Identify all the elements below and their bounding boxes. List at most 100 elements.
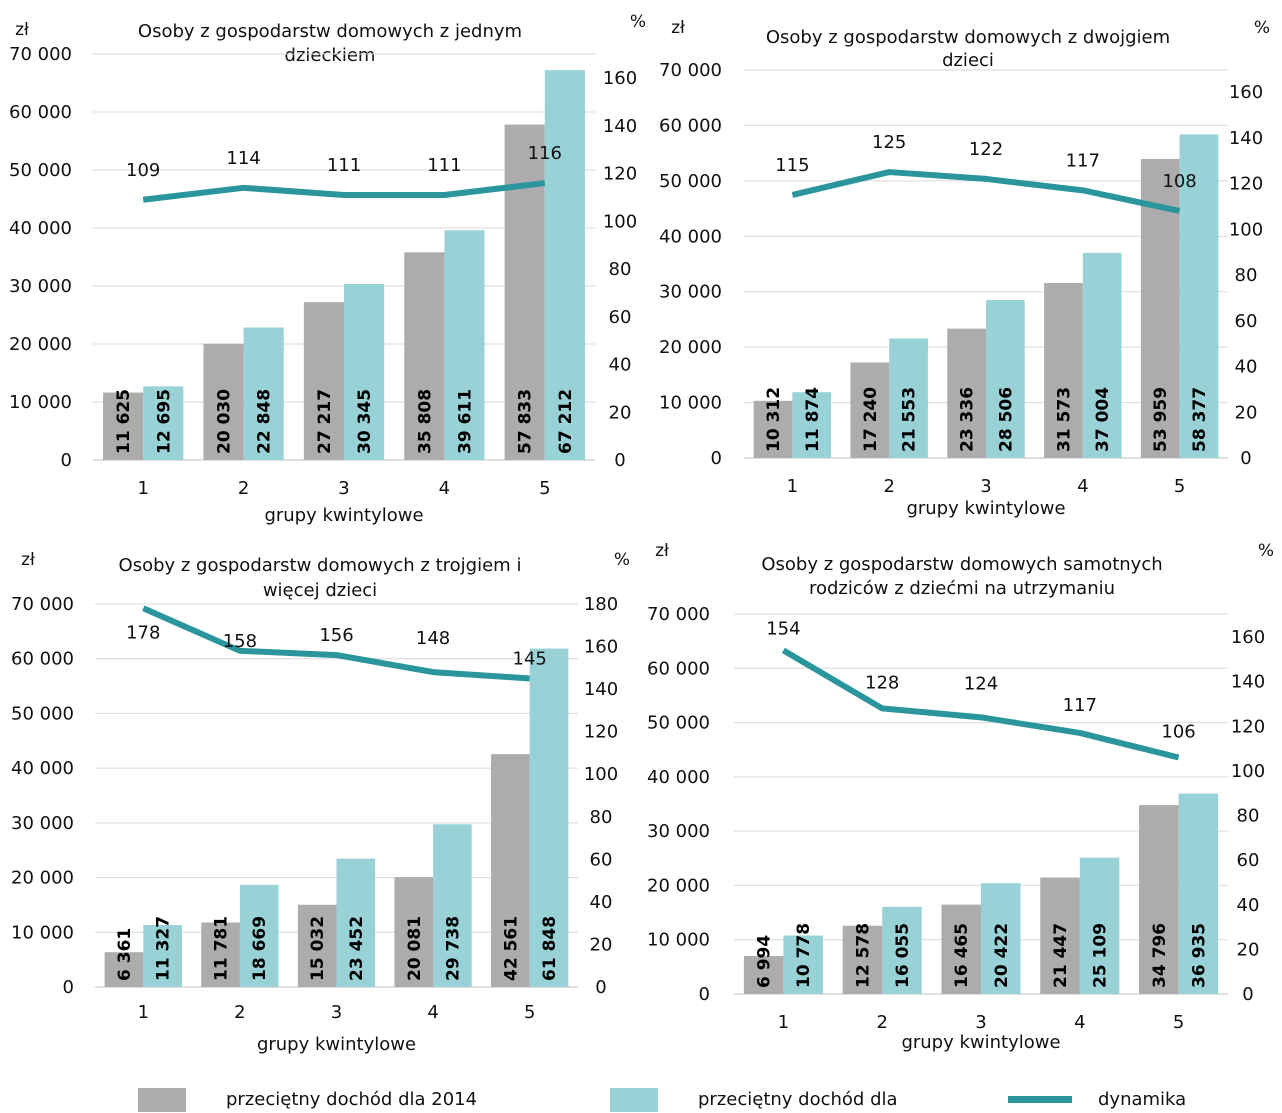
bar-income-2014 [104,952,144,987]
x-tick-label: 4 [1074,1012,1085,1033]
x-axis-label: grupy kwintylowe [257,1034,416,1055]
y-tick-left: 30 000 [9,276,72,297]
y-tick-right: 80 [590,807,613,828]
y-tick-left: 60 000 [647,658,710,679]
bar-label-income-2014: 34 796 [1150,923,1170,988]
dynamics-label: 115 [775,155,809,176]
x-axis-label: grupy kwintylowe [264,505,423,526]
bar-income-2014 [842,925,883,994]
y-tick-right: 60 [1237,850,1260,871]
bar-income-2018 [544,70,585,460]
bar-label-income-2014: 10 312 [764,387,784,452]
y-tick-left: 40 000 [11,758,74,779]
y-tick-right: 20 [609,402,632,423]
y-tick-right: 60 [590,849,613,870]
bar-income-2018 [1082,252,1122,458]
charts-canvas: Osoby z gospodarstw domowych z jednym dzi… [9,12,1274,1055]
x-tick-label: 1 [778,1012,789,1033]
y-tick-right: 0 [595,977,606,998]
y-tick-left: 30 000 [11,813,74,834]
chart-title-line1: Osoby z gospodarstw domowych samotnych [761,554,1162,575]
dynamics-label: 178 [126,622,160,643]
chart-panel-3: Osoby z gospodarstw domowych z trojgiem … [11,550,630,1055]
y-tick-right: 60 [1235,311,1258,332]
dynamics-line [791,169,1181,214]
bar-income-2018 [981,883,1021,994]
bar-income-2014 [201,922,240,987]
bar-label-income-2018: 58 377 [1190,387,1210,452]
bar-label-income-2014: 23 336 [958,387,978,452]
bar-label-income-2014: 21 447 [1051,923,1071,988]
legend-item-income-2014: przeciętny dochód dla 2014 [138,1086,477,1113]
chart-title-line2: więcej dzieci [263,580,377,601]
dynamics-label: 125 [872,132,906,153]
bar-income-2018 [239,884,279,987]
bar-label-income-2018: 30 345 [355,389,375,454]
bar-label-income-2014: 6 994 [755,935,775,988]
bar-label-income-2014: 15 032 [308,916,328,981]
bar-income-2014 [491,754,530,987]
y-tick-left: 70 000 [647,604,710,625]
y-tick-left: 60 000 [11,649,74,670]
x-tick-label: 3 [975,1012,986,1033]
bar-income-2018 [986,299,1025,458]
x-tick-label: 1 [137,478,148,499]
y-axis-unit-left: zł [655,541,669,561]
x-tick-label: 4 [427,1002,438,1023]
x-tick-label: 3 [331,1002,342,1023]
dynamics-label: 145 [513,648,547,669]
y-tick-right: 160 [1231,627,1265,648]
y-tick-right: 0 [1240,448,1251,469]
y-tick-right: 40 [609,355,632,376]
bar-label-income-2014: 27 217 [315,389,335,454]
y-tick-left: 20 000 [9,334,72,355]
bar-label-income-2018: 20 422 [992,923,1012,988]
y-axis-unit-right: % [1258,541,1274,561]
y-tick-left: 60 000 [9,102,72,123]
dynamics-label: 114 [226,148,260,169]
bar-label-income-2014: 35 808 [415,389,435,454]
bar-income-2014 [1139,805,1179,994]
bar-label-income-2014: 11 625 [114,389,134,454]
bar-label-income-2018: 10 778 [794,923,814,988]
legend-label-dynamics: dynamika [1098,1089,1187,1110]
chart-title-line2: dzieci [942,50,994,71]
dynamics-line [781,647,1180,761]
bar-label-income-2018: 37 004 [1093,387,1113,452]
y-tick-right: 20 [590,934,613,955]
bar-label-income-2018: 29 738 [443,916,463,981]
bar-label-income-2018: 16 055 [893,923,913,988]
legend-swatch-dynamics [1008,1096,1072,1103]
bar-income-2014 [1044,282,1083,458]
bar-income-2018 [882,906,922,994]
x-tick-label: 4 [1077,476,1088,497]
bar-label-income-2018: 12 695 [154,389,174,454]
bar-income-2014 [303,302,344,460]
bar-label-income-2014: 31 573 [1054,387,1074,452]
y-tick-right: 20 [1237,939,1260,960]
bar-income-2018 [792,392,832,458]
bar-label-income-2018: 11 874 [803,387,823,452]
y-tick-right: 80 [1237,806,1260,827]
bar-label-income-2014: 11 781 [212,916,232,981]
y-tick-left: 10 000 [11,922,74,943]
bar-label-income-2018: 11 327 [154,916,174,981]
y-tick-right: 140 [603,116,637,137]
bar-label-income-2014: 57 833 [516,389,536,454]
bar-income-2018 [1179,134,1219,458]
y-tick-right: 80 [609,259,632,280]
y-tick-left: 10 000 [647,930,710,951]
bar-income-2014 [504,124,545,460]
y-tick-left: 70 000 [11,594,74,615]
x-tick-label: 2 [238,478,249,499]
bar-label-income-2014: 12 578 [853,923,873,988]
bar-income-2018 [143,386,184,460]
dynamics-label: 116 [528,143,562,164]
bar-label-income-2018: 25 109 [1091,923,1111,988]
chart-title-line1: Osoby z gospodarstw domowych z dwojgiem [766,27,1170,48]
x-tick-label: 1 [787,476,798,497]
x-tick-label: 5 [539,478,550,499]
x-tick-label: 3 [980,476,991,497]
bar-income-2014 [753,400,793,458]
bar-label-income-2018: 18 669 [250,916,270,981]
